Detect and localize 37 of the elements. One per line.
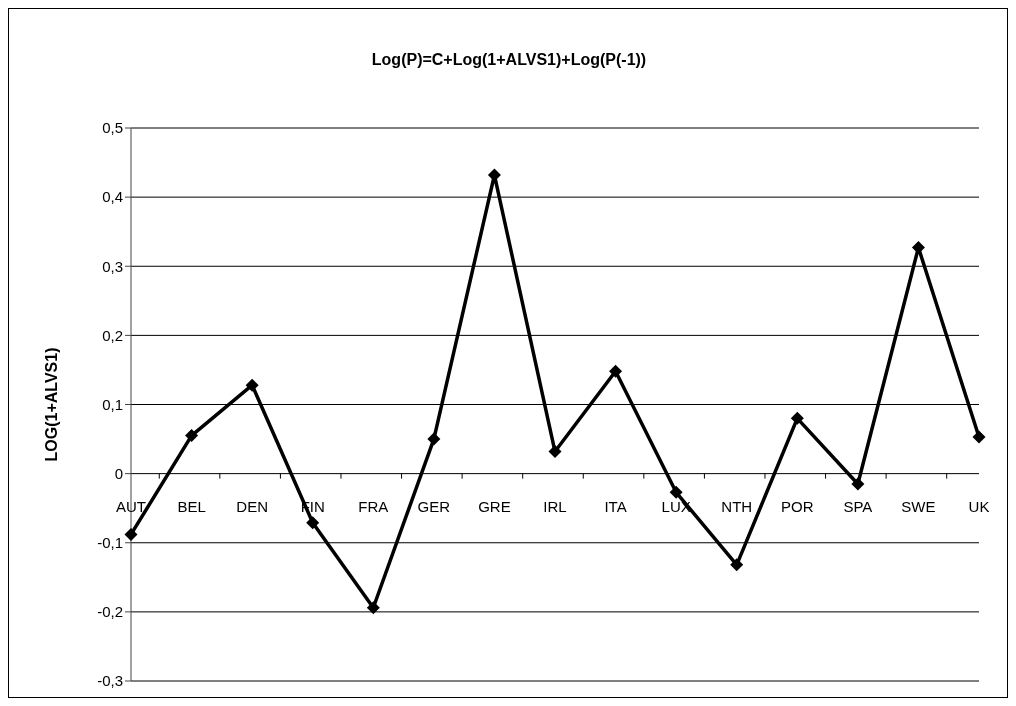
y-tick-label: 0,5 — [102, 119, 123, 137]
x-tick-label: GRE — [478, 497, 511, 515]
point — [730, 558, 744, 572]
x-tick-label: BEL — [177, 497, 206, 515]
point — [790, 411, 804, 425]
x-tick-label: DEN — [236, 497, 268, 515]
x-tick-label: IRL — [543, 497, 567, 515]
y-axis-title: LOG(1+ALVS1) — [42, 347, 60, 462]
point — [185, 429, 199, 443]
x-tick-label: POR — [781, 497, 814, 515]
y-tick-label: 0,4 — [102, 188, 123, 206]
point — [669, 485, 683, 499]
y-tick-label: -0,3 — [97, 672, 123, 690]
point — [427, 432, 441, 446]
x-tick-label: ITA — [604, 497, 627, 515]
y-tick-label: 0,1 — [102, 395, 123, 413]
x-tick-label: SPA — [843, 497, 873, 515]
y-tick-label: 0 — [114, 464, 123, 482]
x-tick-label: FRA — [358, 497, 389, 515]
point — [609, 364, 623, 378]
x-tick-label: AUT — [116, 497, 146, 515]
point — [548, 445, 562, 459]
y-tick-label: 0,3 — [102, 257, 123, 275]
point — [851, 477, 865, 491]
point — [306, 516, 320, 530]
point — [366, 601, 380, 615]
y-tick-label: -0,1 — [97, 534, 123, 552]
x-tick-label: UK — [968, 497, 990, 515]
point — [245, 378, 259, 392]
x-tick-label: GER — [417, 497, 451, 515]
chart-title: Log(P)=C+Log(1+ALVS1)+Log(P(-1)) — [370, 51, 648, 69]
y-tick-label: 0,2 — [102, 326, 123, 344]
point — [972, 430, 986, 444]
x-tick-label: NTH — [721, 497, 753, 515]
point — [124, 527, 138, 541]
x-tick-label: SWE — [901, 497, 936, 515]
y-tick-label: -0,2 — [97, 603, 123, 621]
